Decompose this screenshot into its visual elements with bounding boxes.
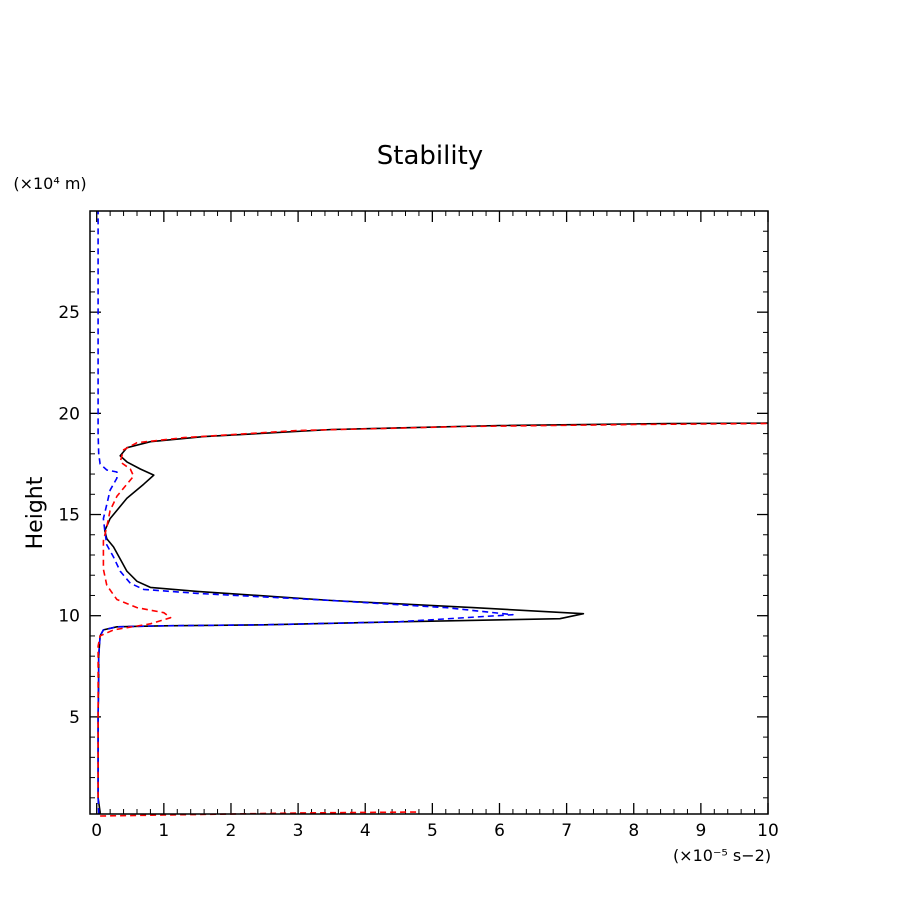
y-tick-label: 10 [58, 607, 80, 627]
plot-frame [89, 210, 769, 815]
x-axis-label: (×10⁻⁵ s−2) [673, 846, 771, 865]
x-tick-label: 8 [628, 821, 639, 841]
series-line-1 [97, 211, 514, 814]
x-tick-label: 6 [494, 821, 505, 841]
x-tick-label: 9 [695, 821, 706, 841]
x-tick-label: 0 [91, 821, 102, 841]
chart-title: Stability [377, 141, 483, 171]
y-tick-label: 15 [58, 506, 80, 526]
axis-ticks: 0 1 2 3 4 5 6 7 8 9 10 5 10 15 20 25 [58, 211, 779, 841]
y-axis-label: Height [23, 476, 48, 549]
series-line-0 [97, 422, 769, 814]
x-tick-label: 5 [427, 821, 438, 841]
x-tick-label: 2 [226, 821, 237, 841]
y-tick-label: 20 [58, 404, 80, 424]
x-tick-label: 10 [757, 821, 779, 841]
x-tick-label: 7 [561, 821, 572, 841]
y-axis-unit-label: (×10⁴ m) [13, 174, 86, 193]
x-tick-label: 1 [158, 821, 169, 841]
series-layer [97, 211, 769, 817]
x-tick-label: 4 [360, 821, 371, 841]
y-tick-label: 5 [69, 708, 80, 728]
y-tick-label: 25 [58, 303, 80, 323]
series-line-3 [97, 422, 769, 798]
x-tick-label: 3 [293, 821, 304, 841]
